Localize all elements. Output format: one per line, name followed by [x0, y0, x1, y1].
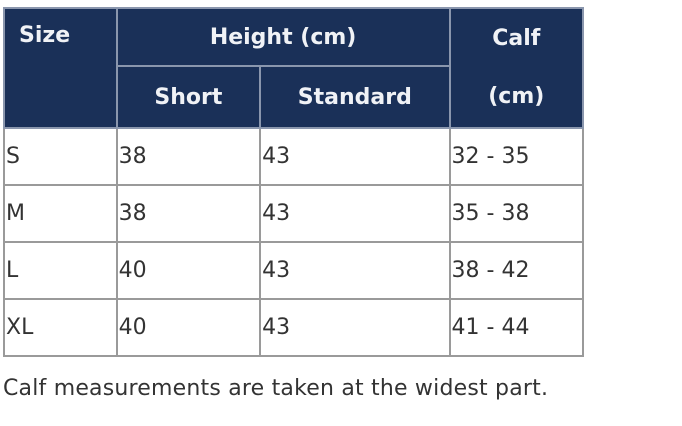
cell-size: M — [3, 184, 118, 243]
header-calf-line1: Calf — [492, 26, 541, 51]
cell-size: XL — [3, 298, 118, 357]
cell-calf: 32 - 35 — [448, 127, 585, 186]
cell-size: S — [3, 127, 118, 186]
header-standard: Standard — [259, 65, 451, 129]
table-row: XL 40 43 41 - 44 — [3, 298, 585, 357]
cell-standard: 43 — [259, 127, 451, 186]
cell-short: 40 — [115, 298, 262, 357]
table-row: S 38 43 32 - 35 — [3, 127, 585, 186]
cell-calf: 38 - 42 — [448, 241, 585, 300]
cell-calf: 35 - 38 — [448, 184, 585, 243]
size-chart-table: Size Height (cm) Calf (cm) Short Standard… — [3, 6, 585, 357]
cell-short: 38 — [115, 184, 262, 243]
cell-short: 40 — [115, 241, 262, 300]
cell-standard: 43 — [259, 241, 451, 300]
header-size: Size — [3, 7, 118, 129]
header-calf: Calf (cm) — [448, 7, 585, 129]
table-row: L 40 43 38 - 42 — [3, 241, 585, 300]
cell-standard: 43 — [259, 184, 451, 243]
caption: Calf measurements are taken at the wides… — [3, 376, 549, 401]
header-short: Short — [115, 65, 262, 129]
cell-standard: 43 — [259, 298, 451, 357]
header-calf-line2: (cm) — [488, 84, 545, 109]
cell-short: 38 — [115, 127, 262, 186]
table-row: M 38 43 35 - 38 — [3, 184, 585, 243]
header-height: Height (cm) — [115, 6, 451, 68]
cell-size: L — [3, 241, 118, 300]
cell-calf: 41 - 44 — [448, 298, 585, 357]
